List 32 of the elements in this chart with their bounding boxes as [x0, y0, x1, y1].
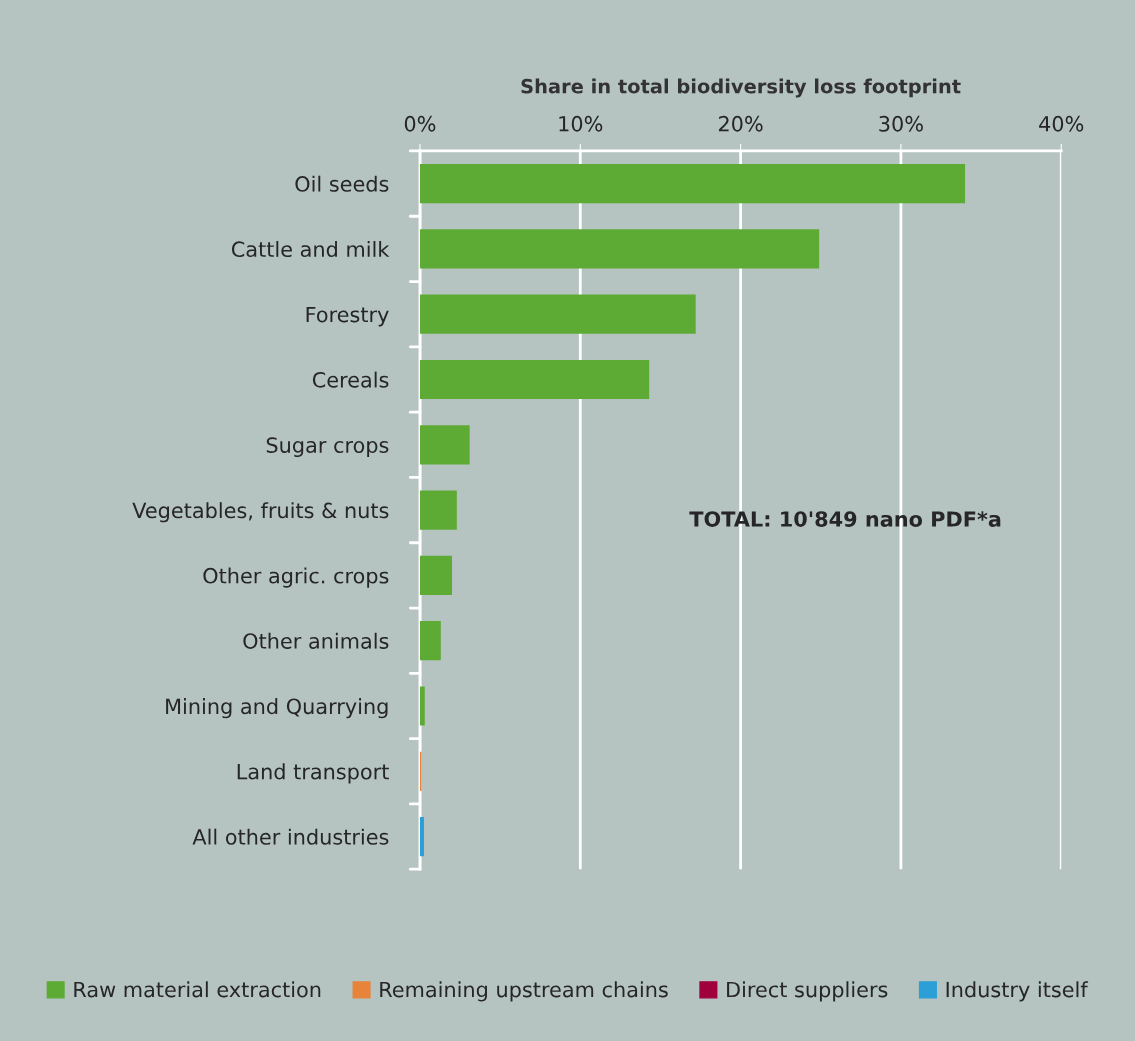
bar — [419, 817, 424, 857]
y-tick-label: Other animals — [243, 632, 389, 649]
legend-label: Industry itself — [946, 981, 1089, 1002]
x-tick-label: 0% — [404, 115, 436, 132]
y-tick-label: Forestry — [306, 306, 389, 327]
legend-label: Remaining upstream chains — [380, 981, 668, 1002]
y-tick-label: Other agric. crops — [203, 567, 389, 588]
y-tick-label: Sugar crops — [266, 437, 389, 458]
bar — [419, 555, 453, 595]
x-tick-label: 10% — [559, 115, 603, 132]
y-tick-label: Land transport — [237, 763, 389, 784]
bar — [419, 490, 457, 530]
y-tick-label: Vegetables, fruits & nuts — [132, 502, 389, 523]
x-axis-title: Share in total biodiversity loss footprint — [521, 78, 961, 98]
x-tick-label: 30% — [879, 115, 923, 132]
annotation: TOTAL: 10'849 nano PDF*a — [689, 511, 1001, 527]
bar — [419, 164, 966, 204]
y-tick-label: All other industries — [192, 828, 389, 845]
y-tick-label: Mining and Quarrying — [166, 698, 388, 719]
bar — [419, 359, 650, 400]
bar — [419, 621, 441, 661]
y-tick-label: Cattle and milk — [231, 240, 390, 258]
bar — [419, 294, 696, 334]
bar — [419, 425, 470, 465]
bar — [419, 229, 820, 269]
x-tick-label: 20% — [718, 115, 763, 132]
y-tick-label: Oil seeds — [295, 175, 389, 192]
legend-label: Raw material extraction — [74, 981, 321, 998]
bar — [419, 686, 425, 726]
y-tick-label: Cereals — [312, 371, 389, 388]
legend-label: Direct suppliers — [727, 981, 888, 1002]
x-tick-label: 40% — [1039, 115, 1084, 132]
